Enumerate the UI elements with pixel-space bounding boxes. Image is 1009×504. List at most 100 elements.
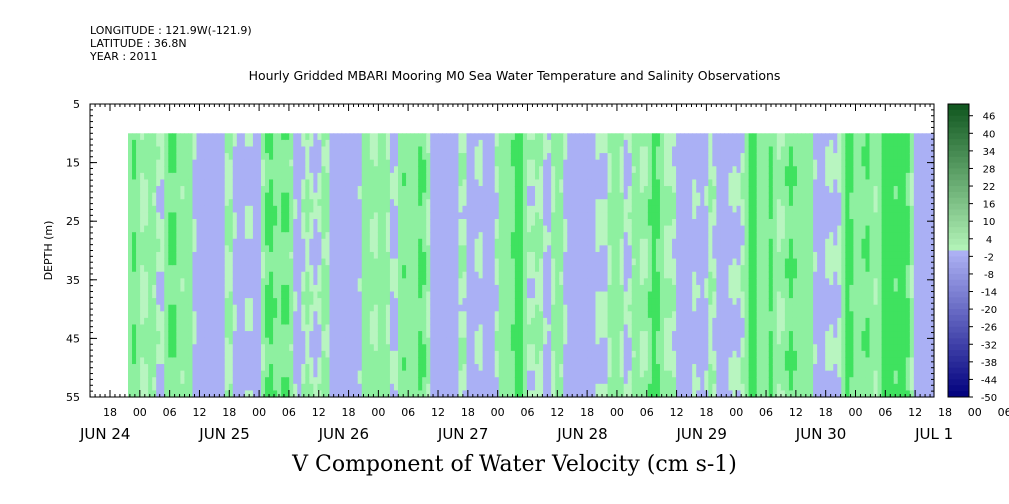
heatmap-cell [313, 271, 319, 279]
heatmap-cell [579, 350, 584, 359]
heatmap-cell [438, 219, 443, 227]
heatmap-cell [353, 291, 359, 299]
heatmap-cell [208, 212, 214, 220]
heatmap-cell [470, 166, 476, 174]
heatmap-cell [466, 291, 472, 299]
heatmap-cell [587, 383, 593, 391]
heatmap-cell [393, 390, 399, 398]
heatmap-cell [398, 133, 403, 141]
heatmap-cell [337, 258, 343, 266]
heatmap-cell [200, 278, 206, 286]
heatmap-cell [518, 212, 524, 220]
heatmap-cell [414, 172, 419, 181]
heatmap-cell [252, 251, 258, 260]
heatmap-cell [281, 219, 286, 227]
heatmap-cell [148, 383, 153, 391]
heatmap-cell [369, 133, 375, 141]
heatmap-cell [474, 245, 480, 253]
heatmap-cell [192, 364, 198, 372]
heatmap-cell [450, 383, 456, 391]
heatmap-cell [531, 344, 536, 352]
heatmap-cell [164, 212, 169, 220]
heatmap-cell [389, 205, 395, 214]
heatmap-cell [526, 245, 532, 253]
heatmap-cell [498, 265, 504, 273]
heatmap-cell [494, 291, 500, 299]
heatmap-cell [470, 383, 476, 391]
heatmap-cell [349, 278, 355, 286]
heatmap-cell [325, 291, 331, 299]
heatmap-cell [498, 205, 504, 214]
heatmap-cell [373, 205, 379, 214]
heatmap-cell [385, 291, 391, 299]
heatmap-cell [490, 238, 496, 246]
heatmap-cell [506, 370, 512, 378]
heatmap-cell [410, 172, 415, 181]
heatmap-cell [551, 337, 556, 345]
heatmap-cell [176, 337, 181, 345]
heatmap-cell [176, 245, 181, 253]
heatmap-cell [180, 311, 186, 319]
heatmap-cell [285, 383, 290, 391]
heatmap-cell [224, 350, 230, 359]
heatmap-cell [313, 245, 319, 253]
heatmap-cell [204, 212, 210, 220]
heatmap-cell [156, 364, 161, 372]
heatmap-cell [514, 337, 520, 345]
heatmap-cell [426, 199, 431, 207]
heatmap-cell [474, 304, 480, 312]
heatmap-cell [466, 317, 472, 326]
heatmap-cell [426, 225, 431, 233]
heatmap-cell [571, 232, 576, 240]
heatmap-cell [216, 331, 222, 339]
heatmap-cell [438, 317, 443, 326]
heatmap-cell [595, 205, 601, 214]
heatmap-cell [321, 179, 327, 187]
heatmap-cell [474, 324, 480, 332]
heatmap-cell [583, 364, 589, 372]
heatmap-cell [132, 258, 137, 266]
heatmap-cell [381, 159, 387, 167]
heatmap-cell [462, 212, 468, 220]
heatmap-cell [144, 383, 149, 391]
heatmap-cell [418, 383, 423, 391]
heatmap-cell [317, 232, 323, 240]
heatmap-cell [559, 186, 564, 194]
heatmap-cell [196, 159, 202, 167]
heatmap-cell [426, 251, 431, 260]
heatmap-cell [547, 383, 552, 391]
heatmap-cell [611, 298, 617, 306]
heatmap-cell [406, 370, 411, 378]
heatmap-cell [535, 219, 540, 227]
heatmap-cell [224, 278, 230, 286]
heatmap-cell [579, 153, 584, 161]
heatmap-cell [156, 317, 161, 326]
heatmap-cell [285, 278, 290, 286]
heatmap-cell [305, 331, 310, 339]
heatmap-cell [200, 258, 206, 266]
heatmap-cell [547, 271, 552, 279]
heatmap-cell [603, 192, 609, 200]
heatmap-cell [567, 212, 572, 220]
heatmap-cell [373, 324, 379, 332]
heatmap-cell [402, 344, 407, 352]
heatmap-cell [365, 212, 371, 220]
heatmap-cell [579, 344, 584, 352]
heatmap-cell [369, 159, 375, 167]
heatmap-cell [329, 199, 335, 207]
heatmap-cell [603, 232, 609, 240]
heatmap-cell [373, 251, 379, 260]
heatmap-cell [333, 179, 339, 187]
heatmap-cell [571, 179, 576, 187]
heatmap-cell [535, 212, 540, 220]
heatmap-cell [398, 370, 403, 378]
heatmap-cell [430, 337, 435, 345]
heatmap-cell [506, 357, 512, 365]
heatmap-cell [321, 317, 327, 326]
heatmap-cell [301, 219, 306, 227]
heatmap-cell [172, 344, 177, 352]
heatmap-cell [522, 317, 528, 326]
heatmap-cell [160, 291, 165, 299]
heatmap-cell [216, 159, 222, 167]
heatmap-cell [228, 337, 234, 345]
